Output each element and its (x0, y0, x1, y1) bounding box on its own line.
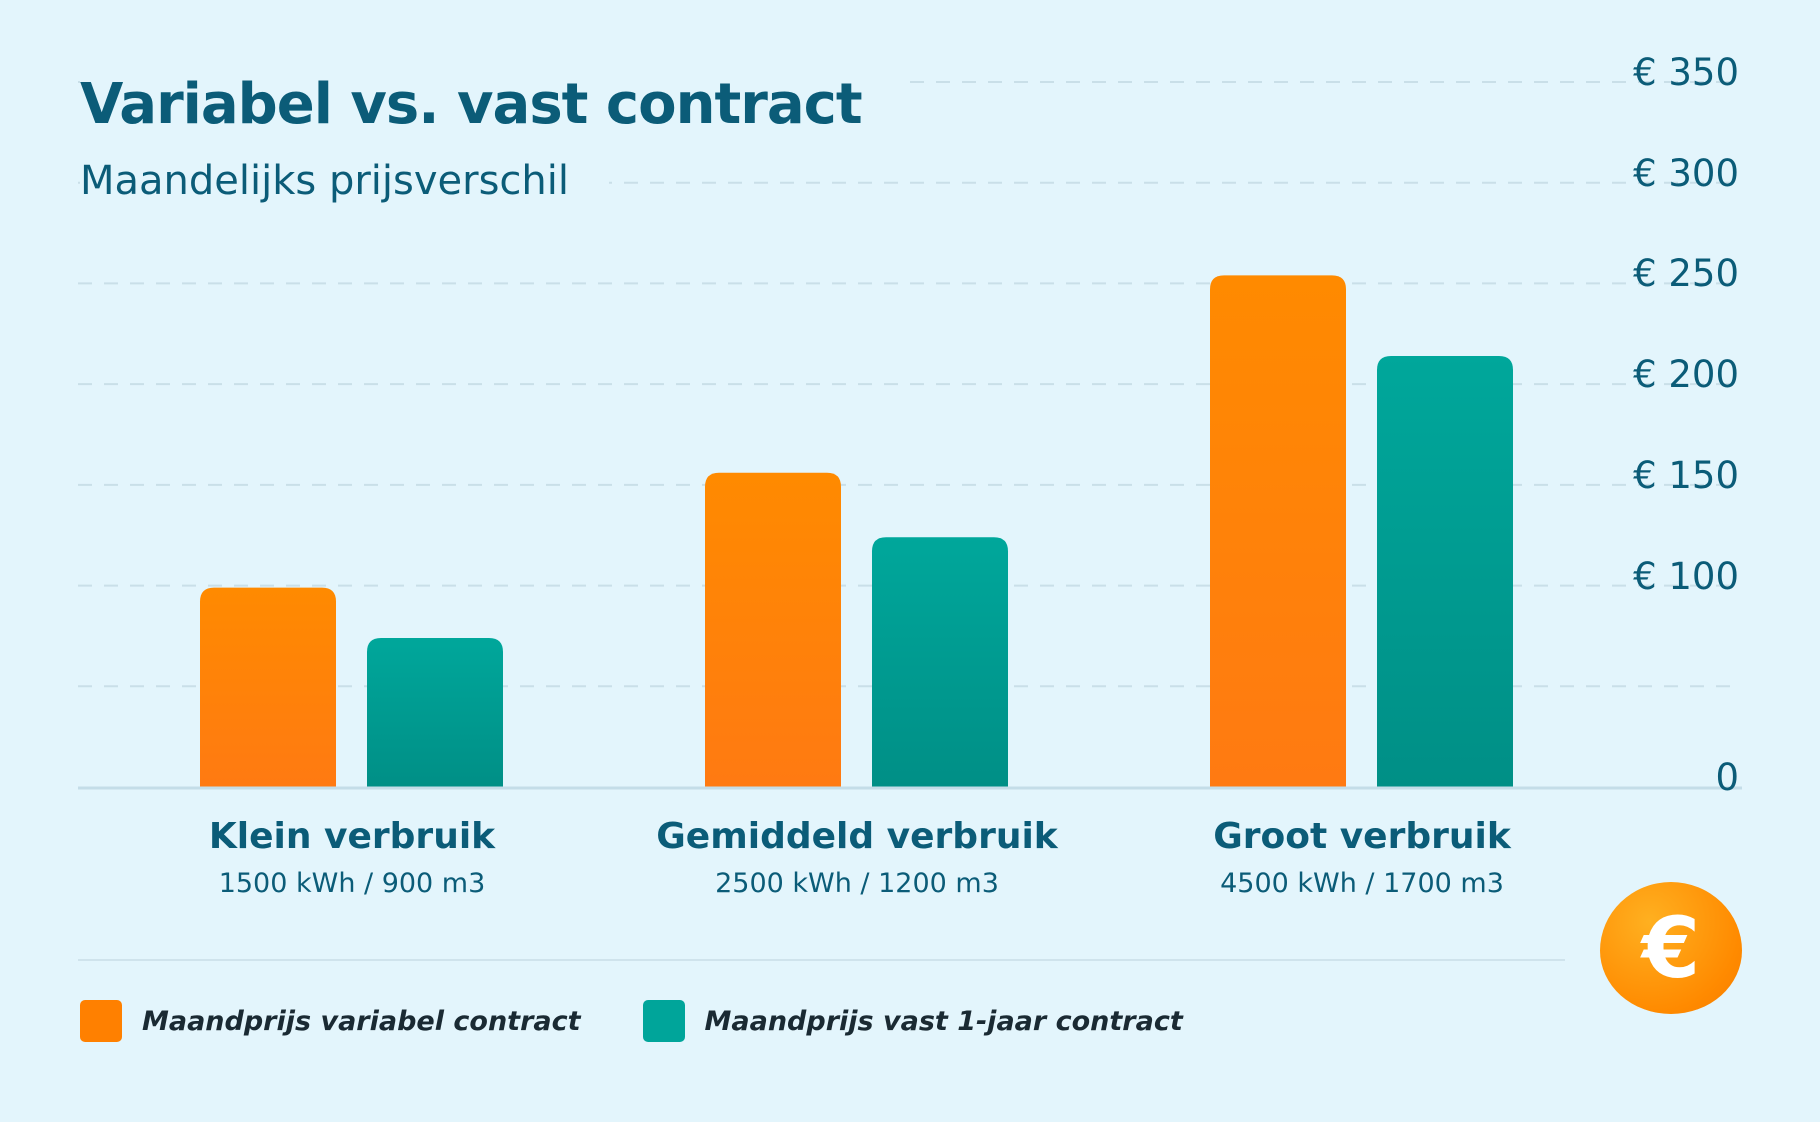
category-sublabel-gemiddeld: 2500 kWh / 1200 m3 (715, 868, 999, 899)
y-tick-label-150: € 150 (1633, 453, 1739, 497)
chart-title-text: Variabel vs. vast contract (80, 72, 902, 137)
chart-legend: Maandprijs variabel contract Maandprijs … (80, 1000, 1245, 1042)
y-tick-label-350: € 350 (1633, 51, 1739, 94)
category-label-groot: Groot verbruik (1213, 816, 1511, 857)
y-tick-label-0: 0 (1715, 756, 1739, 799)
category-sublabel-klein: 1500 kWh / 900 m3 (218, 868, 486, 899)
bar-vast-klein (367, 637, 503, 787)
y-tick-label-200: € 200 (1633, 353, 1739, 397)
chart-title: Variabel vs. vast contract (80, 72, 902, 137)
category-label-klein: Klein verbruik (208, 816, 496, 857)
legend-item-variabel: Maandprijs variabel contract (80, 1000, 581, 1042)
bars (200, 275, 1513, 787)
y-tick-label-250: € 250 (1633, 252, 1739, 296)
bar-variabel-klein (200, 587, 336, 787)
category-label-gemiddeld: Gemiddeld verbruik (656, 816, 1058, 857)
euro-coin-icon: € (1600, 882, 1742, 1014)
legend-swatch-variabel (80, 1000, 122, 1042)
legend-label-vast: Maandprijs vast 1-jaar contract (704, 1005, 1183, 1037)
euro-symbol: € (1641, 899, 1701, 997)
y-tick-label-300: € 300 (1633, 151, 1739, 195)
bar-vast-groot (1377, 355, 1513, 787)
y-tick-label-100: € 100 (1633, 554, 1739, 598)
bar-variabel-gemiddeld (705, 472, 841, 787)
chart-subtitle: Maandelijks prijsverschil (80, 158, 609, 204)
bar-variabel-groot (1210, 275, 1346, 787)
bar-vast-gemiddeld (872, 537, 1008, 787)
category-sublabel-groot: 4500 kWh / 1700 m3 (1220, 868, 1504, 899)
legend-swatch-vast (642, 1000, 685, 1042)
legend-label-variabel: Maandprijs variabel contract (142, 1005, 581, 1037)
legend-item-vast: Maandprijs vast 1-jaar contract (642, 1000, 1183, 1042)
